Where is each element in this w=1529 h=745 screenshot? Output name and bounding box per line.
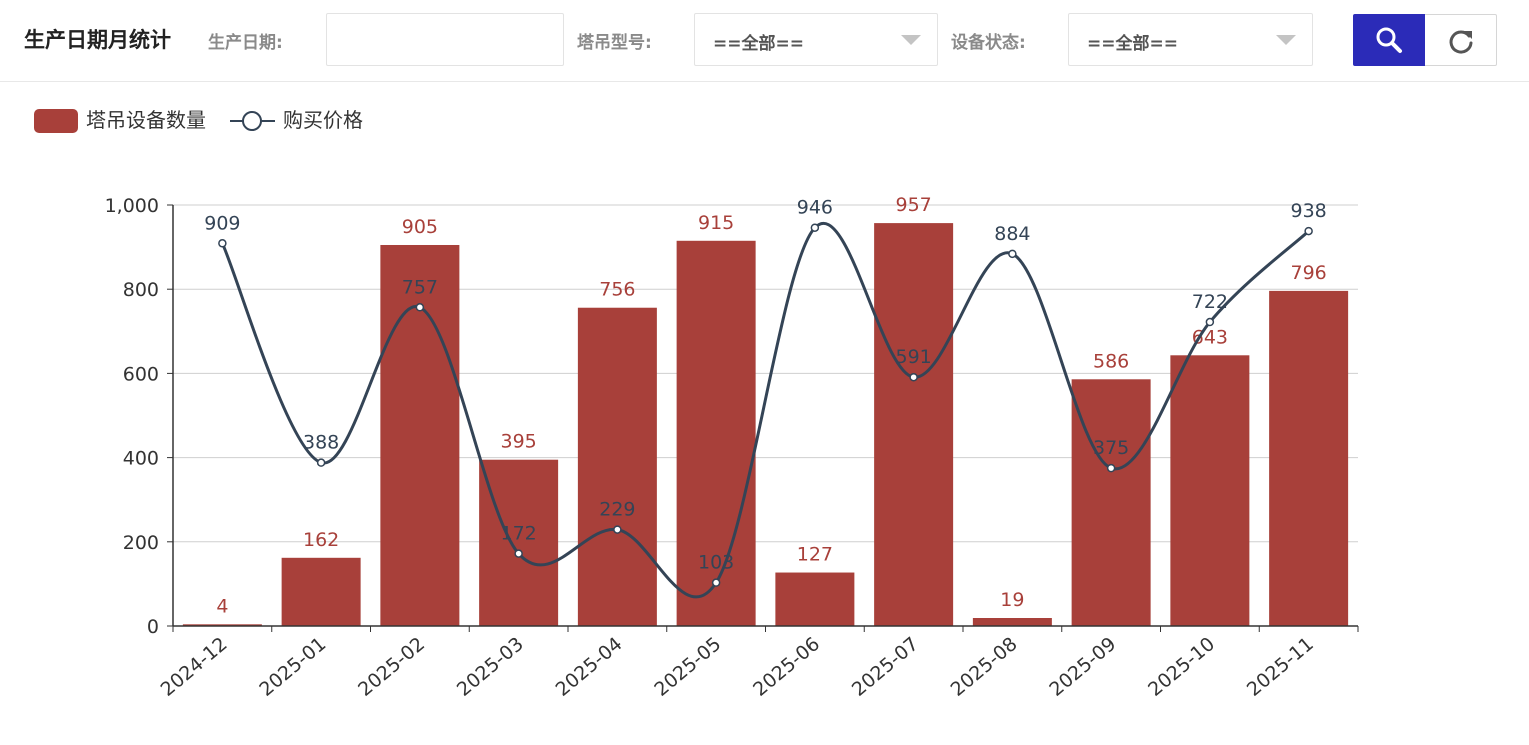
bar-value-label: 586 (1093, 350, 1129, 372)
legend-line-marker[interactable] (242, 111, 262, 131)
line-point (415, 303, 425, 312)
bar-value-label: 4 (216, 595, 228, 617)
chart-area: 塔吊设备数量 购买价格 0 200 400 600 800 1,000 4 162 905 39… (34, 108, 1359, 701)
bar (775, 572, 855, 626)
line-value-label: 938 (1290, 200, 1326, 222)
bar (676, 240, 756, 626)
bar (479, 459, 559, 626)
y-tick-label: 200 (123, 532, 159, 554)
bar-value-label: 796 (1290, 262, 1326, 284)
line-point (1008, 249, 1017, 259)
line-point (613, 525, 622, 534)
bar-value-label: 127 (797, 544, 833, 566)
legend-bar-swatch[interactable] (34, 109, 78, 133)
line-value-label: 722 (1192, 291, 1228, 313)
y-tick-label: 1,000 (105, 195, 159, 217)
x-tick-label: 2025-09 (1045, 633, 1120, 701)
x-tick-label: 2025-01 (255, 633, 330, 701)
line-value-label: 375 (1093, 437, 1129, 459)
bar (972, 618, 1052, 626)
status-select-value: ==全部== (1087, 34, 1178, 54)
bar-value-label: 957 (895, 194, 931, 216)
x-tick-label: 2024-12 (157, 633, 232, 701)
line-point (1106, 463, 1116, 473)
date-label: 生产日期: (208, 33, 283, 53)
search-icon (1376, 27, 1402, 53)
bar (380, 244, 460, 626)
chart-legend: 塔吊设备数量 购买价格 (34, 108, 363, 133)
x-tick-label: 2025-11 (1243, 633, 1318, 701)
x-tick-label: 2025-08 (947, 633, 1022, 701)
y-tick-label: 0 (147, 616, 159, 638)
x-tick-label: 2025-04 (552, 633, 627, 701)
status-select[interactable]: ==全部== (1068, 13, 1313, 66)
line-value-label: 388 (303, 432, 339, 454)
line-point (514, 549, 523, 558)
y-tick-label: 400 (123, 448, 159, 470)
x-tick-label: 2025-05 (650, 633, 725, 701)
model-select-value: ==全部== (713, 34, 804, 54)
bar (1071, 379, 1151, 626)
line-point (218, 239, 227, 248)
model-select[interactable]: ==全部== (694, 13, 938, 66)
line-value-label: 103 (698, 552, 734, 574)
bar (874, 223, 954, 626)
line-point (711, 578, 721, 587)
refresh-icon (1449, 30, 1473, 54)
bar-value-label: 19 (1000, 589, 1024, 611)
bar (281, 557, 361, 626)
model-label: 塔吊型号: (577, 33, 652, 53)
line-point (810, 223, 820, 232)
line-value-label: 909 (204, 212, 240, 234)
bar-value-label: 395 (500, 431, 536, 453)
line-value-label: 757 (402, 276, 438, 298)
chevron-down-icon (901, 35, 921, 45)
status-label: 设备状态: (951, 33, 1026, 53)
line-point (1304, 226, 1313, 236)
line-value-label: 229 (599, 499, 635, 521)
line-value-label: 946 (797, 197, 833, 219)
legend-bar-label: 塔吊设备数量 (86, 108, 206, 132)
line-point (316, 458, 326, 467)
line-value-label: 172 (500, 523, 536, 545)
search-button[interactable] (1353, 14, 1425, 66)
filter-toolbar: 生产日期月统计 生产日期: 塔吊型号: ==全部== 设备状态: ==全部== (0, 0, 1529, 82)
date-input[interactable] (326, 13, 564, 66)
bar (577, 307, 657, 626)
line-value-label: 591 (895, 346, 931, 368)
bar-value-label: 915 (698, 212, 734, 234)
chevron-down-icon (1276, 35, 1296, 45)
bar (1269, 290, 1349, 626)
y-tick-label: 800 (123, 279, 159, 301)
x-tick-label: 2025-06 (749, 633, 824, 701)
bar-value-label: 905 (402, 216, 438, 238)
x-tick-label: 2025-07 (848, 633, 923, 701)
bar (182, 624, 262, 626)
reset-button[interactable] (1425, 14, 1497, 66)
legend-line-label: 购买价格 (283, 108, 363, 132)
y-tick-label: 600 (123, 363, 159, 385)
page-title: 生产日期月统计 (24, 28, 171, 52)
x-tick-label: 2025-10 (1144, 633, 1219, 701)
line-point (1205, 317, 1215, 327)
bar (1170, 355, 1250, 626)
bar-value-label: 756 (599, 279, 635, 301)
line-point (909, 372, 918, 382)
x-tick-label: 2025-03 (453, 633, 528, 701)
bar-value-label: 643 (1192, 326, 1228, 348)
line-value-label: 884 (994, 223, 1030, 245)
x-tick-label: 2025-02 (354, 633, 429, 701)
bar-value-label: 162 (303, 529, 339, 551)
